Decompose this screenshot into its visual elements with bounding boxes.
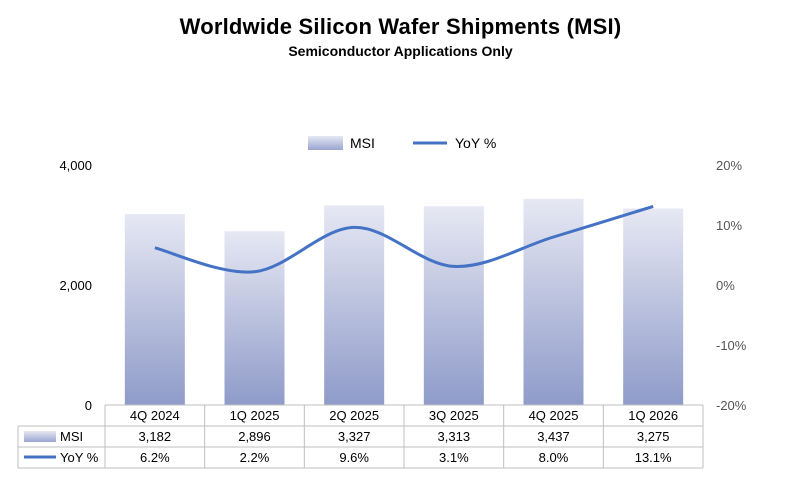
legend-swatch-msi bbox=[308, 136, 343, 150]
right-axis-tick-label: 20% bbox=[716, 158, 742, 173]
bar-msi bbox=[523, 198, 584, 405]
data-label-yoy: 3.1% bbox=[439, 450, 469, 465]
yoy-line bbox=[154, 204, 654, 274]
data-label-yoy: 13.1% bbox=[635, 450, 672, 465]
data-label-yoy: 9.6% bbox=[339, 450, 369, 465]
right-axis-tick-label: 10% bbox=[716, 218, 742, 233]
bar-msi bbox=[623, 208, 684, 405]
data-label-msi: 3,182 bbox=[139, 429, 172, 444]
data-label-msi: 2,896 bbox=[238, 429, 271, 444]
bar-msi bbox=[324, 205, 385, 405]
bar-msi bbox=[423, 206, 484, 405]
data-label-msi: 3,275 bbox=[637, 429, 670, 444]
legend-label-yoy: YoY % bbox=[455, 135, 496, 151]
data-label-msi: 3,313 bbox=[438, 429, 471, 444]
chart-title: Worldwide Silicon Wafer Shipments (MSI) bbox=[179, 14, 622, 39]
chart-subtitle: Semiconductor Applications Only bbox=[288, 43, 513, 59]
right-axis-tick-label: -20% bbox=[716, 398, 747, 413]
category-label: 2Q 2025 bbox=[329, 408, 379, 423]
right-axis-tick-label: -10% bbox=[716, 338, 747, 353]
data-label-yoy: 8.0% bbox=[539, 450, 569, 465]
category-label: 3Q 2025 bbox=[429, 408, 479, 423]
data-label-msi: 3,327 bbox=[338, 429, 371, 444]
category-label: 4Q 2025 bbox=[529, 408, 579, 423]
right-axis-tick-label: 0% bbox=[716, 278, 735, 293]
legend-label-msi: MSI bbox=[350, 135, 375, 151]
left-axis-tick-label: 2,000 bbox=[59, 278, 92, 293]
table-row-label-msi: MSI bbox=[60, 429, 83, 444]
table-swatch-msi bbox=[24, 431, 56, 442]
table-row-label-yoy: YoY % bbox=[60, 450, 99, 465]
data-label-msi: 3,437 bbox=[537, 429, 570, 444]
category-label: 1Q 2025 bbox=[230, 408, 280, 423]
left-axis-tick-label: 0 bbox=[85, 398, 92, 413]
left-axis-tick-label: 4,000 bbox=[59, 158, 92, 173]
bar-msi bbox=[224, 231, 285, 405]
bar-msi bbox=[124, 214, 185, 405]
data-label-yoy: 2.2% bbox=[240, 450, 270, 465]
data-label-yoy: 6.2% bbox=[140, 450, 170, 465]
category-label: 4Q 2024 bbox=[130, 408, 180, 423]
category-label: 1Q 2026 bbox=[628, 408, 678, 423]
